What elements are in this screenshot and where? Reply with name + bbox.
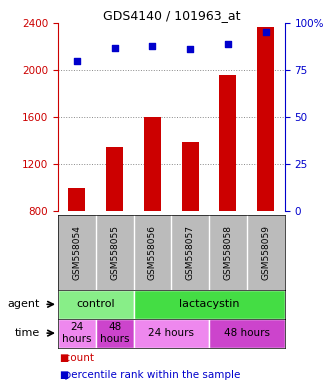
Text: 48
hours: 48 hours (100, 322, 129, 344)
Bar (209, 319, 285, 348)
Text: 24 hours: 24 hours (148, 328, 194, 338)
Bar (144, 117, 161, 211)
Text: percentile rank within the sample: percentile rank within the sample (58, 370, 240, 380)
Text: 48 hours: 48 hours (224, 328, 270, 338)
Point (263, 30, 268, 36)
Text: time: time (15, 328, 40, 338)
Point (112, 45, 117, 51)
Bar (106, 147, 123, 211)
Text: GSM558054: GSM558054 (72, 225, 81, 280)
Text: agent: agent (7, 299, 40, 310)
Text: GSM558059: GSM558059 (261, 225, 270, 280)
Bar (133, 319, 209, 348)
Bar (133, 290, 285, 319)
Bar (58, 290, 133, 319)
Text: lactacystin: lactacystin (179, 299, 239, 310)
Point (188, 46, 193, 53)
Text: ■: ■ (60, 370, 69, 380)
Point (225, 41, 231, 47)
Bar (58, 319, 96, 348)
Bar (257, 26, 274, 211)
Bar (182, 142, 199, 211)
Point (150, 43, 155, 49)
Text: count: count (58, 353, 94, 364)
Text: GSM558055: GSM558055 (110, 225, 119, 280)
Text: GSM558057: GSM558057 (186, 225, 195, 280)
Bar (68, 188, 85, 211)
Text: ■: ■ (60, 353, 69, 364)
Text: GSM558056: GSM558056 (148, 225, 157, 280)
Bar (96, 319, 133, 348)
Bar (219, 75, 236, 211)
Text: control: control (76, 299, 115, 310)
Title: GDS4140 / 101963_at: GDS4140 / 101963_at (103, 9, 240, 22)
Point (74, 58, 79, 64)
Text: GSM558058: GSM558058 (223, 225, 232, 280)
Text: 24
hours: 24 hours (62, 322, 92, 344)
